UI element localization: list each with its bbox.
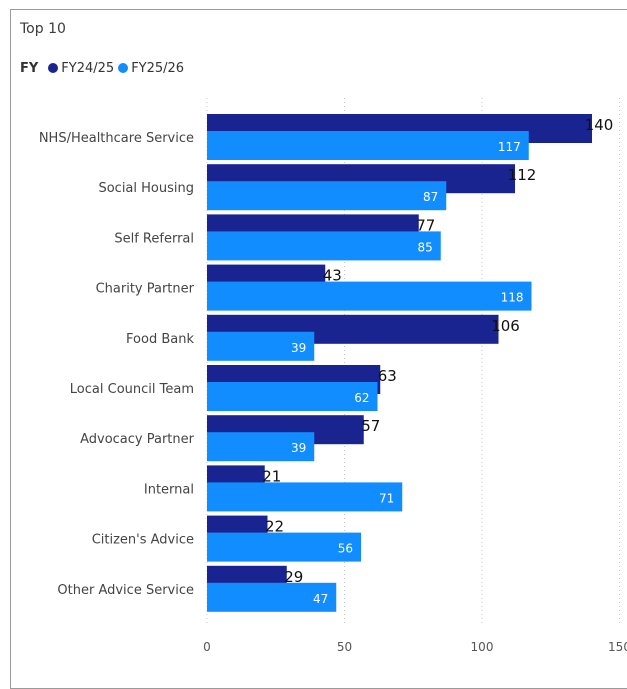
data-label-fy2526: 62 [354, 391, 369, 405]
legend-item-label: FY25/26 [131, 60, 185, 76]
category-label: Local Council Team [70, 382, 194, 397]
bar-fy2526[interactable] [207, 331, 315, 361]
bar-fy2526[interactable] [207, 432, 315, 462]
x-tick-label: 150 [608, 640, 627, 654]
data-label-fy2425: 29 [284, 568, 303, 586]
legend-dot-icon [118, 63, 129, 73]
data-label-fy2425: 77 [416, 216, 435, 234]
data-label-fy2526: 118 [501, 291, 524, 305]
x-tick-label: 50 [337, 640, 352, 654]
data-label-fy2425: 106 [491, 317, 520, 335]
legend-item-fy2526[interactable]: FY25/26 [118, 61, 184, 76]
bar-fy2526[interactable] [207, 131, 529, 160]
legend-item-fy2425[interactable]: FY24/25 [48, 61, 114, 76]
x-tick-label: 100 [471, 640, 494, 654]
data-label-fy2425: 22 [265, 518, 284, 536]
category-label: Other Advice Service [57, 583, 194, 598]
category-label: Social Housing [98, 181, 194, 196]
category-label: Charity Partner [96, 282, 195, 297]
data-label-fy2526: 47 [313, 592, 328, 606]
category-label: Citizen's Advice [92, 533, 194, 548]
data-label-fy2425: 63 [378, 367, 397, 385]
category-label: NHS/Healthcare Service [39, 131, 194, 146]
data-label-fy2425: 43 [323, 267, 342, 285]
category-label: Self Referral [114, 231, 194, 246]
chart-legend[interactable]: FY FY24/25 FY25/26 [20, 59, 188, 77]
x-tick-label: 0 [203, 640, 211, 654]
category-label: Internal [144, 482, 194, 497]
bar-fy2526[interactable] [207, 382, 378, 411]
data-label-fy2526: 85 [417, 240, 432, 254]
legend-dot-icon [48, 63, 59, 73]
bar-fy2526[interactable] [207, 582, 337, 612]
data-label-fy2526: 39 [291, 441, 306, 455]
bar-fy2526[interactable] [207, 181, 447, 211]
bar-fy2526[interactable] [207, 231, 441, 261]
data-label-fy2425: 57 [361, 417, 380, 435]
bar-fy2526[interactable] [207, 532, 361, 562]
chart-title: Top 10 [20, 21, 66, 37]
data-label-fy2425: 112 [508, 166, 537, 184]
bar-fy2526[interactable] [207, 281, 532, 311]
data-label-fy2526: 71 [379, 491, 394, 505]
legend-item-label: FY24/25 [61, 60, 115, 76]
legend-title: FY [20, 60, 39, 76]
data-label-fy2425: 21 [262, 467, 281, 485]
data-label-fy2425: 140 [585, 116, 614, 134]
data-label-fy2526: 56 [338, 542, 353, 556]
data-label-fy2526: 87 [423, 190, 438, 204]
category-label: Food Bank [126, 332, 194, 347]
data-label-fy2526: 117 [498, 140, 521, 154]
data-label-fy2526: 39 [291, 341, 306, 355]
category-label: Advocacy Partner [80, 432, 195, 447]
bar-fy2526[interactable] [207, 482, 403, 512]
